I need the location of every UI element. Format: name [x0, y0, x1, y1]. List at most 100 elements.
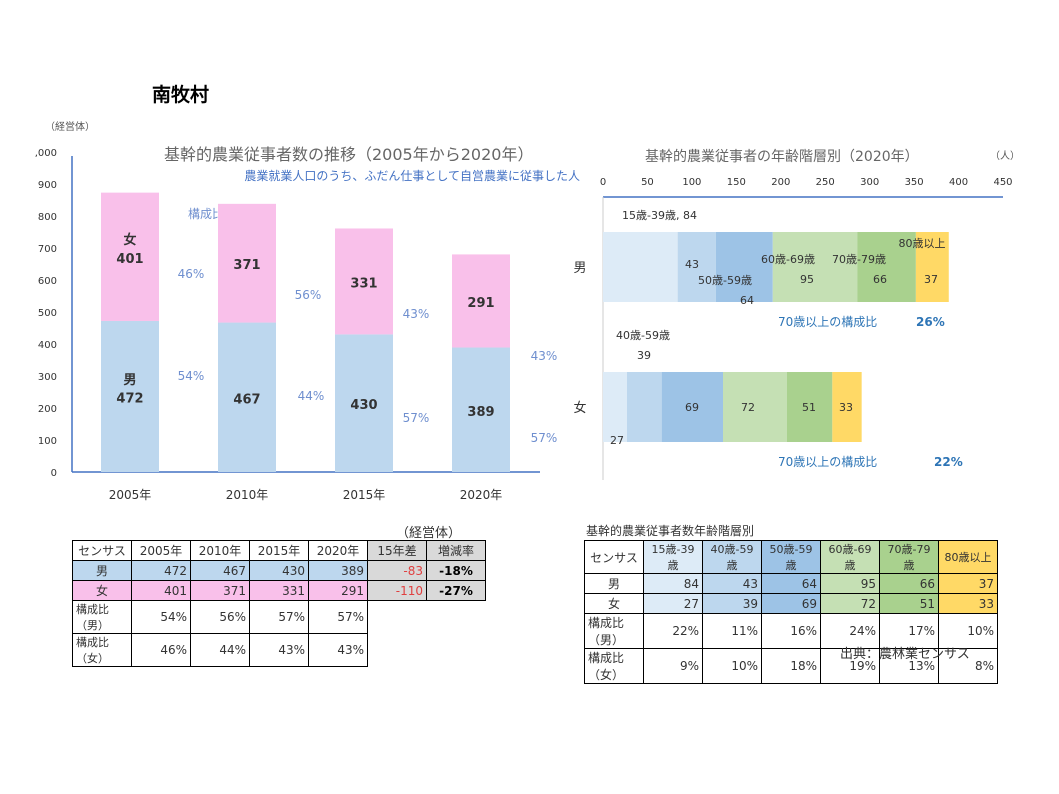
bar-male — [218, 322, 276, 472]
ratio-value: 22% — [934, 455, 963, 469]
chart-title: 基幹的農業従事者数の推移（2005年から2020年） — [164, 145, 533, 164]
ratio-label: 46% — [178, 267, 205, 281]
table-cell: 43 — [702, 573, 762, 594]
female-value-label: 371 — [233, 258, 260, 273]
table-cell: 39 — [702, 593, 762, 614]
table-cell: 84 — [643, 573, 703, 594]
table-cell: 女 — [72, 580, 132, 601]
bar-segment — [603, 232, 678, 302]
bar-segment — [661, 372, 723, 442]
y-tick-label: 900 — [38, 180, 57, 191]
data-label: 37 — [924, 273, 938, 286]
bar-female — [101, 192, 159, 321]
table-cell: 2015年 — [249, 540, 309, 561]
table-cell: 57% — [249, 600, 309, 634]
data-label: 40歳-59歳 — [616, 329, 670, 342]
bar-segment — [832, 372, 862, 442]
ratio-label: 70歳以上の構成比 — [778, 455, 877, 469]
bar-segment — [915, 232, 949, 302]
table-row: 構成比（女） 46% 44% 43% 43% — [72, 633, 486, 667]
table-row: 構成比（女） 9% 10% 18% 19% 13% 8% — [584, 648, 998, 684]
table-cell: 8% — [938, 648, 998, 684]
table-cell: 50歳-59歳 — [761, 540, 821, 574]
table-cell: 44% — [190, 633, 250, 667]
age-group-chart: 基幹的農業従事者の年齢階層別（2020年） （人） 0 50 100 150 200 250 3… — [573, 148, 1020, 480]
table-cell: 60歳-69歳 — [820, 540, 880, 574]
table-cell: 2020年 — [308, 540, 368, 561]
age-table: センサス 15歳-39歳 40歳-59歳 50歳-59歳 60歳-69歳 70歳-79歳 8… — [584, 540, 998, 684]
data-label: 66 — [873, 273, 887, 286]
population-trend-chart: （経営体） 0 100 200 300 400 500 600 700 800 900 ,000 基幹的… — [35, 120, 580, 502]
census-table: センサス 2005年 2010年 2015年 2020年 15年差 増減率男 472 467 43… — [72, 540, 486, 667]
table-cell: 構成比（男） — [584, 613, 644, 649]
female-value-label: 291 — [467, 296, 494, 311]
table-cell: 51 — [879, 593, 939, 614]
table-cell: 15年差 — [367, 540, 427, 561]
bar-segment — [627, 372, 662, 442]
table-cell: 80歳以上 — [938, 540, 998, 574]
table-cell: 95 — [820, 573, 880, 594]
table-cell: -83 — [367, 560, 427, 581]
ratio-label: 43% — [531, 349, 558, 363]
data-label: 69 — [685, 401, 699, 414]
table-cell: 401 — [131, 580, 191, 601]
y-tick-label: 600 — [38, 276, 57, 287]
table-cell: 371 — [190, 580, 250, 601]
y-tick-label: 400 — [38, 340, 57, 351]
x-tick-label: 400 — [949, 177, 968, 188]
y-tick-label: 200 — [38, 404, 57, 415]
x-tick-label: 50 — [641, 177, 654, 188]
x-tick-label: 200 — [771, 177, 790, 188]
y-axis-label: （経営体） — [45, 120, 95, 133]
table-cell: 22% — [643, 613, 703, 649]
annotation: 構成比 — [188, 207, 224, 221]
table1-unit: （経営体） — [396, 526, 462, 541]
table-cell: 56% — [190, 600, 250, 634]
legend-female: 女 — [123, 232, 136, 248]
table-cell: 10% — [938, 613, 998, 649]
table-cell: 2005年 — [131, 540, 191, 561]
table-cell: 70歳-79歳 — [879, 540, 939, 574]
male-value-label: 430 — [350, 398, 377, 413]
x-tick-label: 150 — [727, 177, 746, 188]
ratio-label: 57% — [531, 431, 558, 445]
data-label: 70歳-79歳 — [832, 253, 886, 266]
unit-label: （人） — [990, 150, 1020, 162]
table-cell: 構成比（女） — [72, 633, 132, 667]
table-row: 男 84 43 64 95 66 37 — [584, 573, 998, 594]
table-header: センサス 15歳-39歳 40歳-59歳 50歳-59歳 60歳-69歳 70歳-79歳 8… — [584, 540, 998, 574]
chart-title: 基幹的農業従事者の年齢階層別（2020年） — [645, 148, 919, 165]
table-cell: 467 — [190, 560, 250, 581]
y-tick-label: 700 — [38, 244, 57, 255]
y-tick-label: 800 — [38, 212, 57, 223]
data-label: 95 — [800, 273, 814, 286]
data-label: 43 — [685, 258, 699, 271]
chart-subtitle: 農業就業人口のうち、ふだん仕事として自営農業に従事した人 — [244, 169, 580, 183]
bar-segment — [715, 232, 773, 302]
table-cell: 64 — [761, 573, 821, 594]
table-cell: 291 — [308, 580, 368, 601]
table-cell: 43% — [249, 633, 309, 667]
table-cell: 37 — [938, 573, 998, 594]
bar-segment — [772, 232, 858, 302]
table-cell: 54% — [131, 600, 191, 634]
source-note: 出典：農林業センサス — [840, 647, 970, 662]
table-cell: 69 — [761, 593, 821, 614]
bar-segment — [787, 372, 833, 442]
ratio-label: 70歳以上の構成比 — [778, 315, 877, 329]
ratio-label: 43% — [403, 307, 430, 321]
table-cell: -18% — [426, 560, 486, 581]
ratio-value: 26% — [916, 315, 945, 329]
table-cell: センサス — [584, 540, 644, 574]
data-label: 50歳-59歳 — [698, 274, 752, 287]
ratio-label: 57% — [403, 411, 430, 425]
table-cell: 72 — [820, 593, 880, 614]
bar-segment — [723, 372, 787, 442]
table-cell: 46% — [131, 633, 191, 667]
data-label: 33 — [839, 401, 853, 414]
bar-male — [452, 347, 510, 472]
bar-female — [452, 254, 510, 348]
data-label: 72 — [741, 401, 755, 414]
table-cell: 33 — [938, 593, 998, 614]
x-tick-label: 300 — [860, 177, 879, 188]
